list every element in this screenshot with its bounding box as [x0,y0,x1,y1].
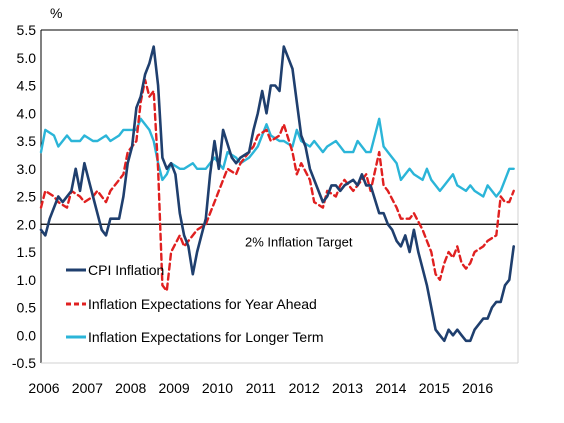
y-tick-label: 3.5 [17,133,37,149]
x-tick-label: 2009 [159,380,190,396]
y-tick-label: 0.0 [17,327,37,343]
inflation-target-label: 2% Inflation Target [245,234,353,249]
y-tick-label: 4.0 [17,105,37,121]
x-tick-label: 2012 [289,380,320,396]
x-tick-label: 2011 [246,380,276,396]
series-line-year-ahead [39,78,515,293]
x-tick-label: 2010 [202,380,233,396]
y-tick-label: 2.0 [17,216,37,232]
axes [40,29,519,364]
x-tick-label: 2007 [72,380,103,396]
x-tick-label: 2016 [462,380,493,396]
y-tick-label: 1.5 [17,244,37,260]
y-tick-label: 3.0 [17,161,37,177]
series-line-longer-term [39,117,515,198]
legend-label: CPI Inflation [88,262,164,278]
legend: CPI Inflation Inflation Expectations for … [66,262,324,345]
y-tick-label: 5.5 [17,22,37,38]
x-tick-label: 2008 [115,380,146,396]
x-axis-tick-labels: 2006 2007 2008 2009 2010 2011 2012 2013 2014 2015… [28,380,493,396]
legend-label: Inflation Expectations for Year Ahead [88,296,317,312]
legend-label: Inflation Expectations for Longer Term [88,329,324,345]
x-tick-label: 2015 [419,380,450,396]
x-tick-label: 2006 [28,380,59,396]
y-tick-label: 5.0 [17,50,37,66]
x-tick-label: 2014 [375,380,406,396]
series-line-cpi [39,45,516,343]
y-axis-label: % [50,5,62,21]
y-tick-label: 2.5 [17,189,37,205]
y-axis-tick-labels: -0.5 0.0 0.5 1.0 1.5 2.0 2.5 3.0 3.5 4.0 4.5 5.0 5.5 [12,22,36,371]
series-lines [39,45,516,343]
x-tick-label: 2013 [332,380,363,396]
y-tick-label: 0.5 [17,300,37,316]
y-tick-label: -0.5 [12,355,36,371]
y-tick-label: 4.5 [17,78,37,94]
y-tick-label: 1.0 [17,272,37,288]
